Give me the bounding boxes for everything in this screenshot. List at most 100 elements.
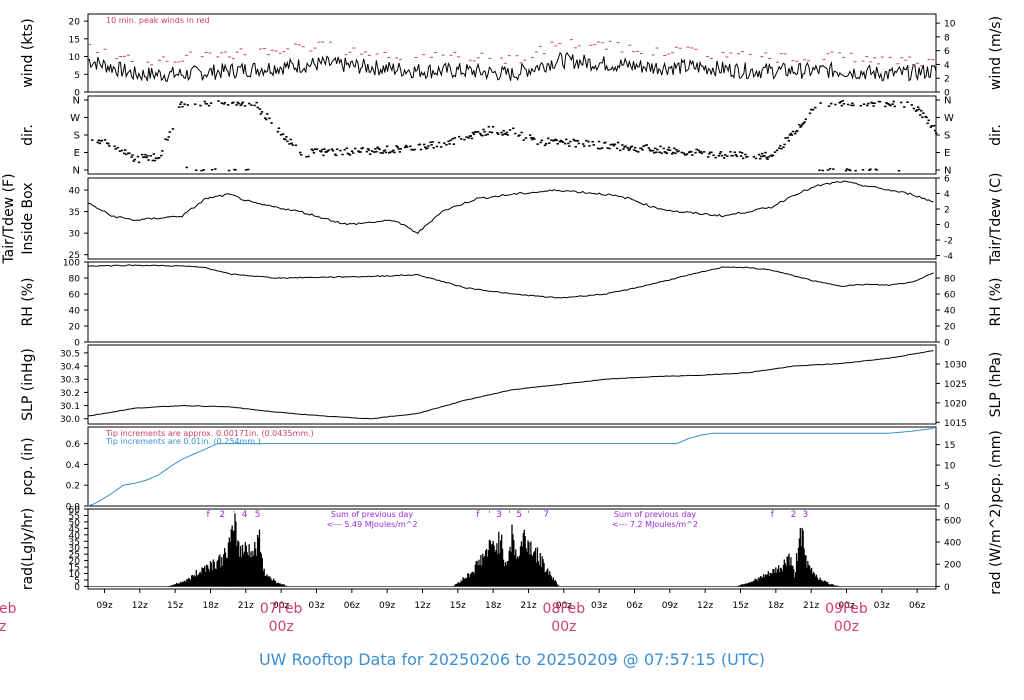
dir-point (210, 168, 214, 171)
dir-point (200, 169, 203, 172)
rh-tick-label-right: 20 (944, 323, 956, 333)
dir-point (501, 134, 504, 136)
rad-marker: 7 (543, 510, 549, 520)
dir-point (784, 137, 787, 139)
rad-tick-label-left: 30 (69, 544, 81, 554)
dir-point (800, 125, 803, 127)
dir-point (613, 143, 617, 146)
dir-point (505, 131, 509, 134)
dir-point (457, 135, 461, 138)
dir-point (601, 147, 604, 149)
dir-point (708, 152, 711, 155)
dir-point (889, 104, 892, 107)
dir-point (244, 169, 248, 171)
dir-point (714, 156, 717, 159)
temp-ylabel-left-2: Inside Box (20, 182, 36, 254)
dir-point (376, 146, 379, 149)
dir-tick-label-left: S (74, 131, 80, 142)
wind-peak-mark (328, 41, 332, 43)
rad-sum-title: Sum of previous day (331, 510, 413, 519)
temp-tick-label-left: 25 (69, 251, 80, 261)
dir-point (875, 169, 878, 171)
wind-peak-mark (927, 59, 931, 61)
dir-point (103, 139, 107, 141)
dir-point (518, 134, 521, 137)
dir-point (621, 144, 624, 146)
rad-marker: ' (508, 510, 510, 520)
dir-point (449, 139, 452, 142)
rad-tick-label-left: 15 (69, 564, 80, 574)
pcp-ylabel-right: pcp. (mm) (988, 430, 1004, 503)
wind-peak-mark (791, 60, 795, 62)
wind-peak-mark (235, 51, 239, 53)
rad-marker: 2 (219, 510, 225, 520)
dir-point (164, 138, 167, 140)
dir-point (775, 149, 779, 152)
date-sub-label: 00z (551, 619, 576, 635)
dir-ylabel-left: dir. (20, 124, 36, 146)
time-tick-label: 06z (626, 601, 642, 611)
rh-tick-label-left: 80 (69, 275, 81, 285)
dir-point (443, 142, 446, 144)
dir-point (616, 141, 620, 144)
dir-point (186, 104, 189, 106)
rh-tick-label-left: 100 (63, 259, 80, 269)
wind-peak-mark (534, 51, 538, 53)
dir-point (463, 138, 466, 141)
dir-point (744, 153, 747, 156)
wind-peak-mark (908, 56, 912, 58)
dir-point (720, 154, 724, 157)
wind-peak-mark (558, 43, 562, 45)
wind-peak-mark (146, 61, 150, 63)
dir-point (717, 154, 721, 157)
dir-point (157, 156, 161, 159)
time-tick-label: 15z (450, 601, 466, 611)
temp-frame (87, 177, 937, 260)
dir-point (862, 103, 866, 106)
dir-point (710, 151, 713, 154)
wind-peak-mark (259, 48, 263, 50)
dir-point (374, 148, 377, 150)
dir-tick-label-left: W (70, 113, 80, 124)
wind-peak-mark (301, 46, 305, 48)
dir-point (223, 101, 227, 104)
wind-peak-mark (690, 47, 694, 49)
wind-peak-mark (632, 51, 636, 53)
dir-point (431, 141, 434, 143)
dir-point (116, 146, 120, 149)
dir-point (827, 105, 831, 108)
dir-point (253, 104, 256, 107)
dir-point (260, 111, 264, 113)
wind-ylabel-left: wind (kts) (20, 18, 36, 87)
dir-point (585, 139, 588, 142)
dir-point (268, 117, 271, 120)
wind-peak-mark (849, 52, 853, 54)
dir-point (694, 151, 697, 154)
dir-point (399, 148, 403, 150)
dir-point (333, 153, 337, 156)
wind-peak-mark (282, 51, 286, 53)
wind-peak-mark (608, 40, 612, 42)
temp-series-line (87, 180, 934, 235)
dir-point (118, 150, 122, 152)
dir-point (668, 149, 672, 152)
dir-point (343, 148, 346, 151)
wind-peak-mark (363, 51, 367, 53)
dir-point (237, 102, 240, 105)
rad-tick-label-right: 0 (944, 583, 950, 593)
wind-peak-mark (519, 62, 523, 64)
dir-point (850, 104, 853, 107)
dir-point (654, 147, 657, 150)
dir-point (929, 126, 933, 128)
wind-peak-mark (931, 59, 935, 61)
dir-point (429, 141, 432, 144)
dir-point (667, 146, 671, 149)
dir-point (250, 104, 253, 107)
wind-peak-mark (239, 48, 243, 50)
wind-peak-mark (387, 57, 391, 59)
wind-peak-mark (768, 57, 772, 59)
temp-tick-label-right: 2 (944, 206, 950, 216)
dir-point (859, 104, 863, 107)
wind-peak-mark (274, 50, 278, 52)
wind-peak-mark (748, 53, 752, 55)
